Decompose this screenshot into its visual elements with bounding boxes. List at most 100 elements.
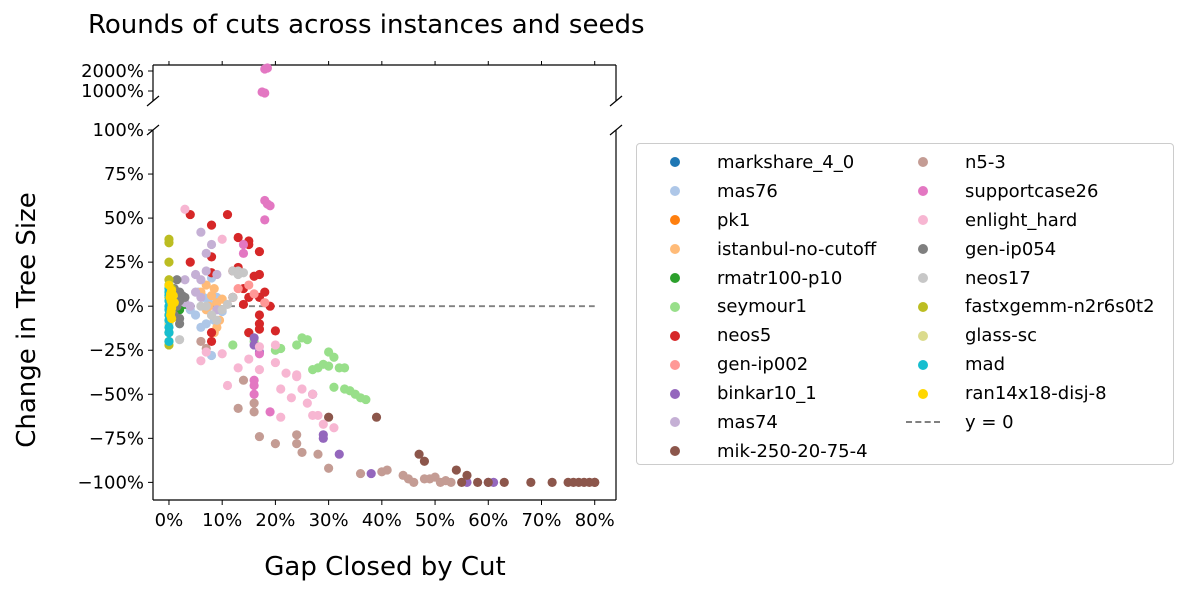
data-point xyxy=(180,204,190,214)
x-tick-label: 30% xyxy=(309,510,349,531)
legend-label: fastxgemm-n2r6s0t2 xyxy=(965,296,1155,318)
legend-item: fastxgemm-n2r6s0t2 xyxy=(903,292,1155,321)
data-point xyxy=(382,465,392,475)
axis-break-mark xyxy=(146,95,160,107)
y-axis-label-wrap: Change in Tree Size xyxy=(12,180,42,460)
data-point xyxy=(175,313,185,324)
data-point xyxy=(206,336,217,347)
data-point xyxy=(249,389,259,399)
data-point xyxy=(238,299,249,310)
data-point xyxy=(313,410,323,421)
data-point xyxy=(238,248,249,258)
legend-swatch xyxy=(670,330,680,341)
legend-label: binkar10_1 xyxy=(717,383,817,405)
data-point xyxy=(201,248,211,258)
legend-marker xyxy=(655,244,695,255)
data-point xyxy=(260,215,270,225)
data-point xyxy=(168,291,178,301)
x-tick-label: 80% xyxy=(575,510,615,531)
legend-label: seymour1 xyxy=(717,296,807,318)
data-point xyxy=(206,328,217,338)
data-point xyxy=(276,384,286,394)
data-point xyxy=(249,289,259,299)
legend-column-2: n5-3 supportcase26 enlight_hard gen-ip054 ne… xyxy=(903,148,1155,437)
data-point xyxy=(281,368,291,378)
legend-marker xyxy=(655,417,695,428)
data-point xyxy=(462,470,472,480)
legend-swatch xyxy=(670,359,680,370)
data-point xyxy=(318,433,328,443)
data-point xyxy=(233,283,243,294)
legend-item: enlight_hard xyxy=(903,206,1155,235)
data-point xyxy=(254,365,265,375)
legend-item: seymour1 xyxy=(655,292,876,321)
legend-label: gen-ip002 xyxy=(717,354,809,376)
y-tick-label: 25% xyxy=(104,252,144,273)
legend-swatch xyxy=(670,301,680,312)
legend-label: pk1 xyxy=(717,209,751,231)
legend-swatch xyxy=(670,215,680,226)
data-point xyxy=(212,315,222,325)
y-axis-label: Change in Tree Size xyxy=(12,192,42,448)
legend-swatch xyxy=(918,330,928,341)
data-point xyxy=(339,363,350,373)
data-point xyxy=(254,431,265,442)
legend-label: y = 0 xyxy=(965,411,1014,433)
legend-label: mik-250-20-75-4 xyxy=(717,440,868,462)
data-point xyxy=(212,269,222,280)
legend-item: gen-ip054 xyxy=(903,235,1155,264)
data-point xyxy=(196,301,206,311)
x-tick-label: 70% xyxy=(521,510,561,531)
data-point xyxy=(324,463,334,473)
data-point xyxy=(249,380,259,391)
data-point xyxy=(590,477,600,487)
legend-item: mik-250-20-75-4 xyxy=(655,437,876,466)
data-point xyxy=(233,269,243,280)
data-point xyxy=(172,275,182,285)
x-tick-label: 50% xyxy=(415,510,455,531)
data-point xyxy=(451,465,461,475)
data-point xyxy=(244,280,254,290)
legend-marker xyxy=(903,244,943,255)
legend-swatch xyxy=(670,244,680,255)
data-point xyxy=(201,347,211,357)
legend-item: markshare_4_0 xyxy=(655,148,876,177)
legend-label: istanbul-no-cutoff xyxy=(717,238,877,260)
legend-marker xyxy=(903,359,943,370)
legend-marker xyxy=(903,215,943,226)
data-point xyxy=(201,266,211,276)
data-point xyxy=(318,419,328,429)
legend-line-swatch xyxy=(906,421,940,424)
legend-item: n5-3 xyxy=(903,148,1155,177)
legend-label: glass-sc xyxy=(965,325,1037,347)
legend-swatch xyxy=(918,215,928,226)
data-point xyxy=(324,412,334,422)
legend-item: supportcase26 xyxy=(903,177,1155,206)
x-tick-label: 0% xyxy=(155,510,184,531)
legend-marker xyxy=(655,157,695,168)
legend-marker xyxy=(903,157,943,168)
y-tick-label: −100% xyxy=(77,472,144,493)
data-point xyxy=(206,239,217,250)
upper-y-tick-label: 1000% xyxy=(81,81,144,102)
x-tick-label: 40% xyxy=(362,510,402,531)
legend-item: neos5 xyxy=(655,321,876,350)
legend-marker xyxy=(655,446,695,457)
legend-item: rmatr100-p10 xyxy=(655,264,876,293)
y-tick-label: 50% xyxy=(104,208,144,229)
data-point xyxy=(217,349,227,359)
data-point xyxy=(238,239,249,250)
data-point xyxy=(409,477,419,487)
legend-label: rmatr100-p10 xyxy=(717,267,843,289)
data-point xyxy=(265,201,275,211)
legend-item: mas76 xyxy=(655,177,876,206)
legend-label: ran14x18-disj-8 xyxy=(965,383,1107,405)
data-point xyxy=(324,361,334,371)
legend-label: neos17 xyxy=(965,267,1031,289)
data-point xyxy=(238,375,249,385)
y-tick-label: 100% xyxy=(93,120,144,141)
legend-swatch xyxy=(670,186,680,197)
data-point xyxy=(180,275,190,285)
legend-column-1: markshare_4_0 mas76 pk1 istanbul-no-cutoff r… xyxy=(655,148,876,466)
